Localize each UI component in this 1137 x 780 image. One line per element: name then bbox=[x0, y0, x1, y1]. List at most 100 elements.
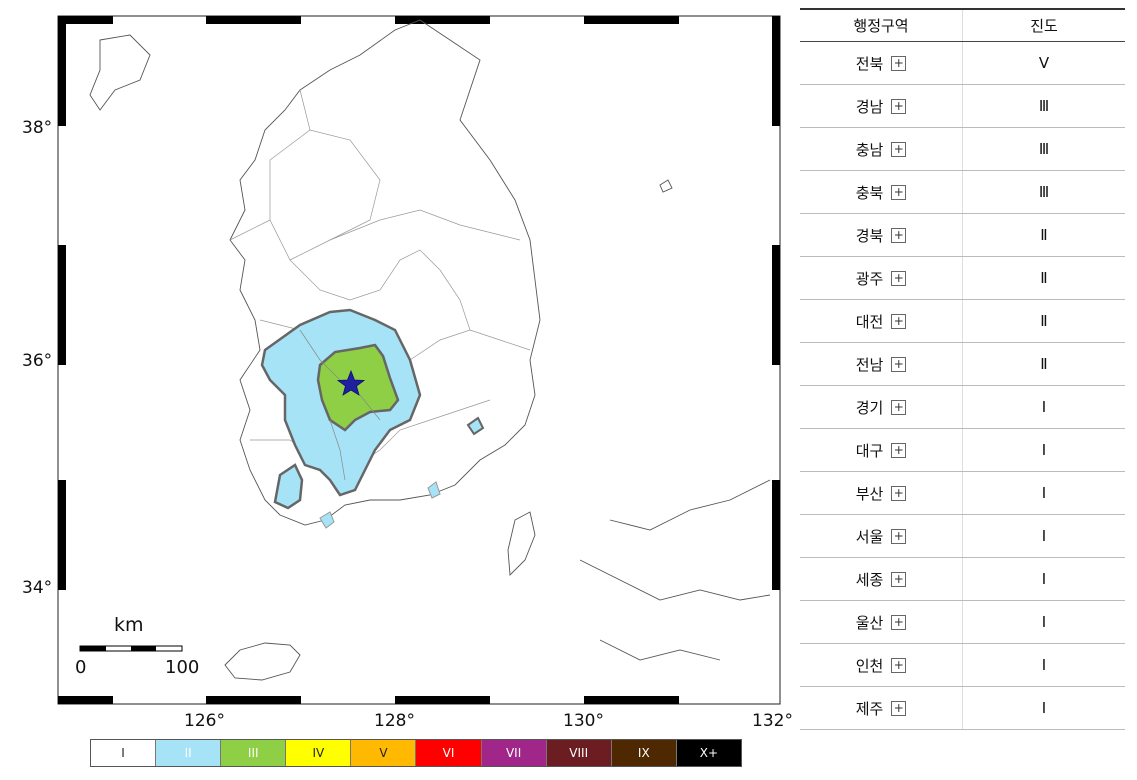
intensity-cell: Ⅰ bbox=[1041, 699, 1047, 717]
region-cell: 경기 + bbox=[800, 386, 963, 428]
intensity-table: 행정구역 진도 전북 + Ⅴ 경남 + Ⅲ 충남 + Ⅲ 충북 + Ⅲ 경북 + Ⅱ 광주 + Ⅱ 대전 + Ⅱ 전남 + Ⅱ… bbox=[800, 8, 1125, 730]
region-cell: 울산 + bbox=[800, 601, 963, 643]
region-cell: 대구 + bbox=[800, 429, 963, 471]
region-name: 충북 bbox=[855, 183, 884, 202]
intensity-cell: Ⅲ bbox=[1038, 140, 1050, 158]
plus-icon[interactable]: + bbox=[891, 55, 907, 71]
legend-cell: VI bbox=[416, 740, 482, 766]
region-name: 세종 bbox=[855, 570, 884, 589]
table-row: 경북 + Ⅱ bbox=[800, 214, 1125, 257]
map-frame bbox=[57, 15, 781, 705]
plus-icon[interactable]: + bbox=[891, 571, 907, 587]
region-name: 전북 bbox=[855, 54, 884, 73]
plus-icon[interactable]: + bbox=[891, 700, 907, 716]
table-row: 제주 + Ⅰ bbox=[800, 687, 1125, 730]
table-row: 울산 + Ⅰ bbox=[800, 601, 1125, 644]
map-border-ticks bbox=[58, 16, 780, 704]
intensity-cell: Ⅰ bbox=[1041, 656, 1047, 674]
header-intensity: 진도 bbox=[1030, 17, 1058, 35]
region-cell: 충북 + bbox=[800, 171, 963, 213]
region-name: 부산 bbox=[855, 484, 884, 503]
lon-label-132: 132° bbox=[752, 711, 793, 731]
intensity-cell: Ⅴ bbox=[1038, 54, 1050, 72]
region-cell: 인천 + bbox=[800, 644, 963, 686]
region-cell: 전남 + bbox=[800, 343, 963, 385]
region-name: 서울 bbox=[855, 527, 884, 546]
intensity-cell: Ⅰ bbox=[1041, 398, 1047, 416]
region-cell: 세종 + bbox=[800, 558, 963, 600]
region-name: 충남 bbox=[855, 140, 884, 159]
table-row: 충남 + Ⅲ bbox=[800, 128, 1125, 171]
region-name: 전남 bbox=[855, 355, 884, 374]
intensity-cell: Ⅰ bbox=[1041, 441, 1047, 459]
legend-cell: IV bbox=[286, 740, 352, 766]
intensity-cell: Ⅲ bbox=[1038, 183, 1050, 201]
table-header: 행정구역 진도 bbox=[800, 8, 1125, 42]
plus-icon[interactable]: + bbox=[891, 528, 907, 544]
region-cell: 경남 + bbox=[800, 85, 963, 127]
intensity-cell: Ⅱ bbox=[1040, 269, 1048, 287]
plus-icon[interactable]: + bbox=[891, 442, 907, 458]
lat-label-34: 34° bbox=[22, 578, 53, 598]
legend-cell: VIII bbox=[546, 740, 612, 766]
table-row: 경기 + Ⅰ bbox=[800, 386, 1125, 429]
table-row: 부산 + Ⅰ bbox=[800, 472, 1125, 515]
legend-cell: I bbox=[91, 740, 157, 766]
plus-icon[interactable]: + bbox=[891, 485, 907, 501]
region-name: 대전 bbox=[855, 312, 884, 331]
plus-icon[interactable]: + bbox=[891, 399, 907, 415]
intensity-cell: Ⅰ bbox=[1041, 527, 1047, 545]
intensity-cell: Ⅰ bbox=[1041, 570, 1047, 588]
region-cell: 제주 + bbox=[800, 687, 963, 729]
legend-cell: VII bbox=[481, 740, 547, 766]
intensity-cell: Ⅲ bbox=[1038, 97, 1050, 115]
table-row: 서울 + Ⅰ bbox=[800, 515, 1125, 558]
coastline bbox=[89, 19, 771, 681]
scale-start: 0 bbox=[75, 657, 87, 678]
legend-cell: X+ bbox=[676, 740, 741, 766]
plus-icon[interactable]: + bbox=[891, 270, 907, 286]
intensity-cell: Ⅰ bbox=[1041, 484, 1047, 502]
region-name: 대구 bbox=[855, 441, 884, 460]
region-cell: 광주 + bbox=[800, 257, 963, 299]
intensity-map: 38° 36° 34° 126° 128° 130° 132° km 0 100 bbox=[22, 15, 793, 731]
region-name: 제주 bbox=[855, 699, 884, 718]
region-name: 경기 bbox=[855, 398, 884, 417]
intensity-cell: Ⅱ bbox=[1040, 312, 1048, 330]
plus-icon[interactable]: + bbox=[891, 657, 907, 673]
plus-icon[interactable]: + bbox=[891, 227, 907, 243]
plus-icon[interactable]: + bbox=[891, 184, 907, 200]
plus-icon[interactable]: + bbox=[891, 98, 907, 114]
scale-unit: km bbox=[114, 614, 144, 636]
region-cell: 대전 + bbox=[800, 300, 963, 342]
region-name: 광주 bbox=[855, 269, 884, 288]
table-row: 인천 + Ⅰ bbox=[800, 644, 1125, 687]
region-cell: 전북 + bbox=[800, 42, 963, 84]
region-name: 울산 bbox=[855, 613, 884, 632]
intensity-ii-area-south bbox=[273, 463, 304, 510]
region-name: 경남 bbox=[855, 97, 884, 116]
lon-label-128: 128° bbox=[374, 711, 415, 731]
table-body: 전북 + Ⅴ 경남 + Ⅲ 충남 + Ⅲ 충북 + Ⅲ 경북 + Ⅱ 광주 + Ⅱ 대전 + Ⅱ 전남 + Ⅱ 경기 + Ⅰ 대구 + Ⅰ… bbox=[800, 42, 1125, 730]
lat-label-36: 36° bbox=[22, 351, 53, 371]
intensity-ii-area-island bbox=[319, 511, 335, 529]
plus-icon[interactable]: + bbox=[891, 141, 907, 157]
region-cell: 서울 + bbox=[800, 515, 963, 557]
table-row: 세종 + Ⅰ bbox=[800, 558, 1125, 601]
scale-bar bbox=[79, 645, 183, 652]
map-canvas bbox=[57, 15, 781, 705]
intensity-cell: Ⅱ bbox=[1040, 355, 1048, 373]
intensity-iii-area bbox=[316, 343, 400, 432]
table-row: 대전 + Ⅱ bbox=[800, 300, 1125, 343]
plus-icon[interactable]: + bbox=[891, 313, 907, 329]
region-name: 인천 bbox=[855, 656, 884, 675]
plus-icon[interactable]: + bbox=[891, 356, 907, 372]
intensity-legend: I II III IV V VI VII VIII IX X+ bbox=[90, 739, 742, 767]
region-cell: 부산 + bbox=[800, 472, 963, 514]
legend-cell: IX bbox=[611, 740, 677, 766]
lon-label-130: 130° bbox=[563, 711, 604, 731]
region-cell: 충남 + bbox=[800, 128, 963, 170]
region-name: 경북 bbox=[855, 226, 884, 245]
plus-icon[interactable]: + bbox=[891, 614, 907, 630]
intensity-cell: Ⅰ bbox=[1041, 613, 1047, 631]
